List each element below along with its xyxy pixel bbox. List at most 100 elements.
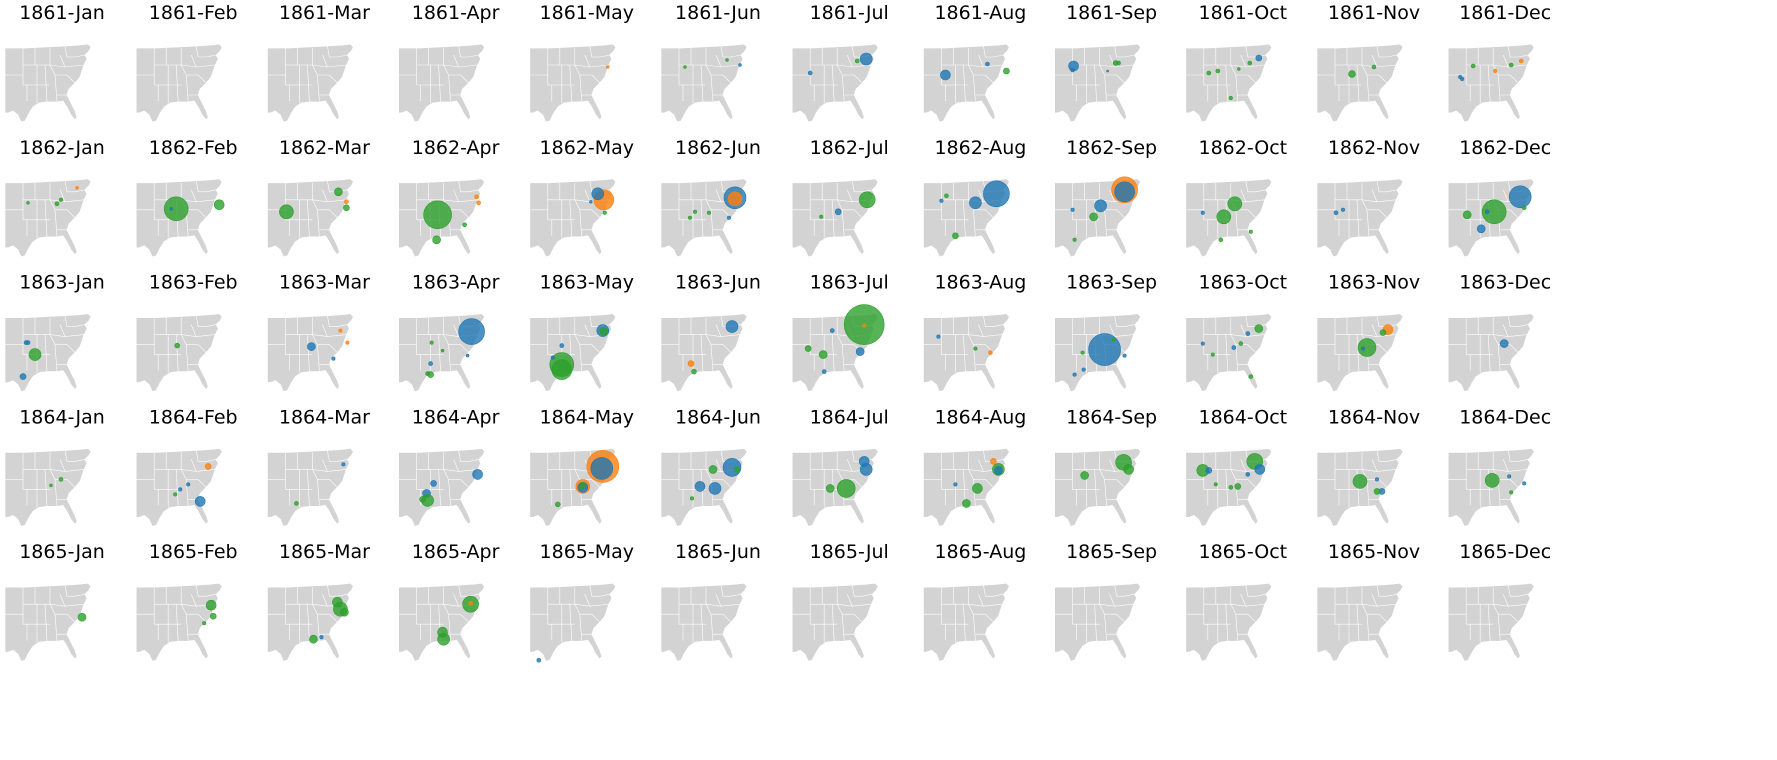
battle-bubble [319, 635, 324, 640]
map [135, 43, 223, 123]
battle-bubble [344, 199, 349, 205]
battle-bubble [692, 209, 698, 214]
map-panel: 1861-Feb [135, 2, 238, 123]
map-panel: 1864-Nov [1316, 406, 1420, 527]
panel-title: 1863-Jul [810, 272, 889, 294]
panel-title: 1865-Sep [1066, 541, 1157, 563]
map [4, 448, 92, 527]
battle-bubble [1255, 54, 1263, 62]
panel-title: 1864-Feb [149, 406, 238, 428]
map-panel: 1862-Oct [1185, 137, 1287, 258]
battle-bubble [1070, 67, 1075, 73]
panel-title: 1862-Dec [1459, 137, 1551, 159]
battle-bubble [205, 599, 217, 611]
battle-bubble [952, 232, 959, 240]
panel-title: 1864-Aug [934, 406, 1026, 428]
panel-title: 1865-Apr [412, 541, 500, 563]
panel-title: 1862-Jul [810, 137, 889, 159]
battle-bubble [550, 355, 555, 360]
map-panel: 1865-Apr [398, 541, 500, 662]
battle-bubble [1227, 196, 1243, 212]
state-outline [923, 43, 1010, 123]
panel-title: 1863-Aug [934, 272, 1026, 294]
map-panel: 1865-Feb [135, 541, 238, 662]
battle-bubble [1080, 471, 1089, 480]
battle-bubble [429, 340, 434, 345]
battle-bubble [432, 235, 441, 245]
map [267, 43, 354, 123]
panel-title: 1862-May [540, 137, 635, 159]
panel-title: 1865-Jan [19, 541, 105, 563]
map-panel: 1861-Apr [398, 2, 500, 123]
battle-bubble [962, 499, 971, 508]
state-outline [135, 448, 223, 527]
battle-bubble [1094, 199, 1107, 213]
battle-bubble [28, 348, 42, 361]
battle-bubble [419, 496, 426, 503]
battle-bubble [1228, 95, 1233, 101]
map-panel: 1863-Feb [135, 272, 238, 392]
map-panel: 1863-Sep [1054, 272, 1157, 392]
state-outline [1054, 43, 1141, 123]
battle-bubble [437, 632, 450, 646]
battle-bubble [1518, 58, 1524, 64]
battle-bubble [1003, 67, 1010, 75]
battle-bubble [1493, 68, 1498, 74]
map-panel: 1862-Dec [1447, 137, 1551, 258]
map-panel: 1863-Jul [791, 272, 889, 392]
battle-bubble [1114, 181, 1135, 203]
battle-bubble [1228, 485, 1234, 490]
map-panel: 1862-Mar [267, 137, 370, 258]
battle-bubble [462, 222, 467, 228]
map-panel: 1864-Jan [4, 406, 105, 527]
map-panel: 1861-Aug [923, 2, 1026, 123]
map-panel: 1864-Mar [267, 406, 370, 527]
battle-bubble [862, 323, 867, 328]
battle-bubble [988, 350, 993, 355]
map-panel: 1861-Sep [1054, 2, 1157, 123]
map [267, 448, 354, 527]
battle-bubble [555, 501, 561, 508]
battle-bubble [1200, 210, 1205, 215]
battle-bubble [1210, 352, 1215, 357]
battle-bubble [427, 371, 434, 378]
battle-bubble [1379, 329, 1387, 336]
battle-bubble [345, 340, 350, 345]
panel-title: 1863-Dec [1459, 272, 1551, 294]
panel-title: 1862-Jan [19, 137, 105, 159]
panel-title: 1865-Aug [934, 541, 1026, 563]
panel-title: 1862-Jun [675, 137, 761, 159]
map [4, 313, 92, 392]
panel-title: 1864-May [540, 406, 635, 428]
map [923, 582, 1010, 662]
panel-title: 1863-Sep [1066, 272, 1157, 294]
battle-bubble [1072, 237, 1077, 242]
map [1316, 178, 1404, 258]
state-outline [4, 178, 92, 258]
battle-bubble [440, 348, 445, 353]
map [1054, 43, 1141, 123]
map [267, 178, 354, 258]
state-outline [4, 313, 92, 392]
map [398, 582, 485, 662]
battle-bubble [1508, 185, 1532, 209]
battle-bubble [706, 210, 712, 215]
battle-bubble [551, 359, 573, 380]
panel-title: 1861-Jul [810, 2, 889, 24]
battle-bubble [1507, 474, 1512, 479]
map [529, 448, 620, 527]
panel-title: 1865-Jul [810, 541, 889, 563]
state-outline [267, 43, 354, 123]
panel-title: 1864-Dec [1459, 406, 1551, 428]
state-outline [660, 582, 748, 662]
battle-bubble [983, 180, 1010, 208]
map [398, 448, 485, 527]
panel-title: 1865-Mar [279, 541, 370, 563]
map-panel: 1864-Dec [1447, 406, 1551, 527]
battle-bubble [428, 361, 433, 366]
map-panel: 1861-Mar [267, 2, 370, 123]
battle-bubble [1089, 212, 1098, 222]
battle-bubble [468, 600, 473, 606]
battle-bubble [474, 194, 479, 200]
